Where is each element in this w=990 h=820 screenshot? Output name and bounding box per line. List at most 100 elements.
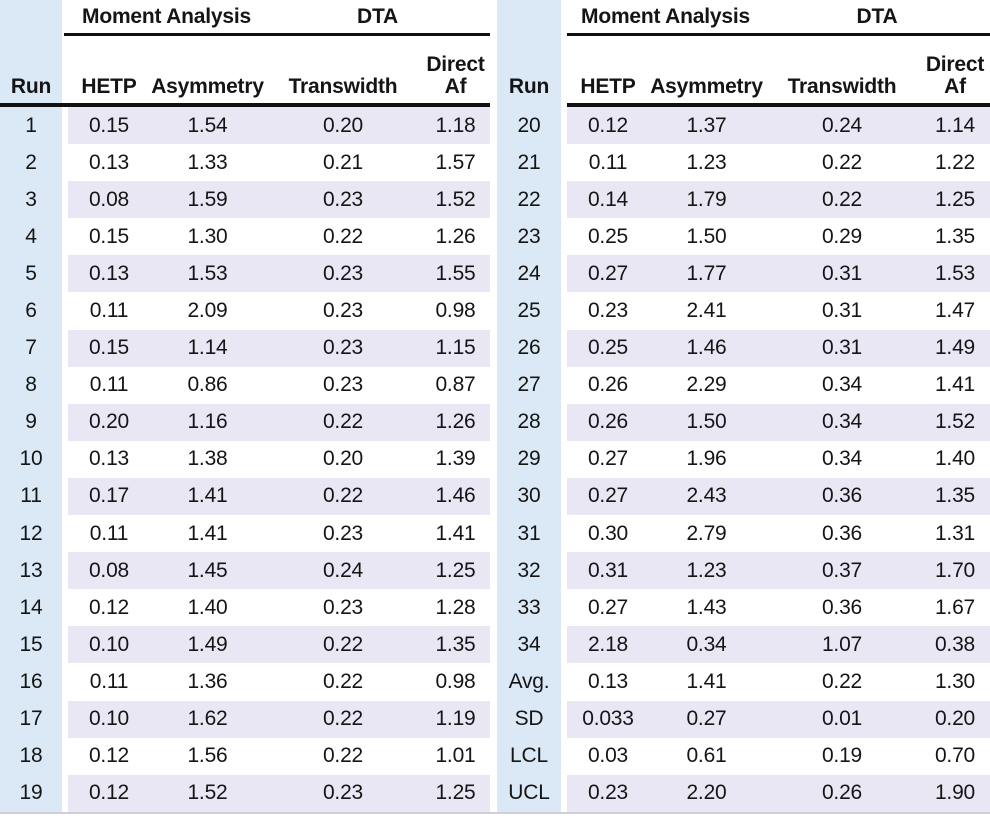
transwidth-cell: 0.22: [322, 744, 364, 768]
hetp-cell: 0.20: [68, 403, 150, 441]
transwidth-cell: 0.36: [764, 477, 920, 516]
column-header-asymmetry: Asymmetry: [151, 74, 264, 98]
direct-af-cell: 1.52: [920, 403, 990, 441]
run-label-cell: 18: [19, 744, 43, 768]
run-label-cell: 12: [19, 521, 43, 545]
table-panel-left: Moment Analysis DTA Run HETP Asymmetry T…: [0, 0, 490, 820]
asymmetry-cell: 2.43: [649, 477, 764, 516]
direct-af-cell: 0.20: [920, 700, 990, 738]
run-label-cell: 15: [19, 632, 43, 656]
run-label-cell: 21: [517, 150, 541, 174]
group-header-rule: [64, 33, 490, 36]
direct-af-cell: 1.40: [934, 447, 976, 471]
run-label-cell: 24: [517, 261, 541, 285]
run-label-cell: 8: [25, 373, 37, 397]
asymmetry-cell: 1.41: [150, 477, 265, 516]
column-header-hetp: HETP: [81, 74, 137, 98]
group-header-rule: [567, 33, 990, 36]
asymmetry-cell: 2.20: [649, 774, 764, 812]
column-header-asymmetry: Asymmetry: [650, 74, 763, 98]
table-bottom-rule: [0, 812, 990, 814]
run-column-highlight: [497, 0, 561, 812]
direct-af-cell: 1.26: [435, 224, 476, 248]
group-header-dta: DTA: [856, 4, 898, 28]
transwidth-cell: 0.23: [322, 373, 364, 397]
run-label-cell: 29: [517, 447, 541, 471]
direct-af-cell: 1.41: [934, 373, 976, 397]
direct-af-cell: 1.14: [920, 107, 990, 145]
asymmetry-cell: 1.23: [686, 150, 727, 174]
run-label-cell: SD: [514, 707, 544, 731]
asymmetry-cell: 1.50: [686, 224, 727, 248]
hetp-cell: 0.12: [88, 744, 130, 768]
column-header-row: Run HETP Asymmetry Transwidth Direct Af: [0, 36, 490, 103]
hetp-cell: 0.10: [68, 626, 150, 664]
transwidth-cell: 0.21: [322, 150, 364, 174]
direct-af-cell: 1.35: [421, 626, 490, 664]
hetp-cell: 0.26: [567, 403, 649, 441]
run-label-cell: 17: [19, 707, 43, 731]
hetp-cell: 0.08: [68, 552, 150, 590]
asymmetry-cell: 0.34: [649, 626, 764, 664]
table-row: 19 0.12 1.52 0.23 1.25: [0, 774, 490, 812]
transwidth-cell: 0.36: [821, 521, 863, 545]
run-label-cell: 34: [517, 632, 541, 656]
column-header-row: Run HETP Asymmetry Transwidth Direct Af: [497, 36, 990, 103]
hetp-cell: 0.27: [567, 477, 649, 516]
transwidth-cell: 0.22: [322, 224, 364, 248]
hetp-cell: 0.23: [587, 299, 629, 323]
direct-af-cell: 0.98: [435, 299, 476, 323]
run-label-cell: 26: [517, 336, 541, 360]
table-row: 5 0.13 1.53 0.23 1.55: [0, 255, 490, 293]
table-row: 4 0.15 1.30 0.22 1.26: [0, 218, 490, 255]
table-row: 18 0.12 1.56 0.22 1.01: [0, 738, 490, 775]
asymmetry-cell: 1.33: [187, 150, 228, 174]
transwidth-cell: 0.34: [821, 447, 863, 471]
transwidth-cell: 0.31: [764, 329, 920, 367]
column-header-direct-af-line1: Direct: [426, 52, 485, 76]
table-row: Avg. 0.13 1.41 0.22 1.30: [497, 663, 990, 700]
transwidth-cell: 1.07: [764, 626, 920, 664]
column-header-direct-af: Direct Af: [920, 52, 990, 99]
direct-af-cell: 1.19: [421, 700, 490, 738]
asymmetry-cell: 1.16: [150, 403, 265, 441]
asymmetry-cell: 1.41: [686, 669, 727, 693]
transwidth-cell: 0.22: [764, 181, 920, 219]
transwidth-cell: 0.23: [322, 299, 364, 323]
transwidth-cell: 0.23: [265, 255, 421, 293]
run-column-highlight: [0, 0, 62, 812]
asymmetry-cell: 0.61: [686, 744, 727, 768]
run-label-cell: 25: [517, 299, 541, 323]
table-row: 14 0.12 1.40 0.23 1.28: [0, 589, 490, 626]
run-label-cell: 30: [517, 484, 541, 508]
hetp-cell: 0.10: [68, 700, 150, 738]
asymmetry-cell: 2.09: [187, 299, 228, 323]
direct-af-cell: 1.55: [421, 255, 490, 293]
run-label-cell: 33: [517, 595, 541, 619]
direct-af-cell: 1.28: [435, 595, 476, 619]
direct-af-cell: 1.01: [435, 744, 476, 768]
asymmetry-cell: 1.36: [187, 669, 228, 693]
asymmetry-cell: 1.62: [150, 700, 265, 738]
asymmetry-cell: 1.56: [187, 744, 228, 768]
direct-af-cell: 1.25: [920, 181, 990, 219]
asymmetry-cell: 1.50: [649, 403, 764, 441]
table-row: UCL 0.23 2.20 0.26 1.90: [497, 774, 990, 812]
table-panel-right: Moment Analysis DTA Run HETP Asymmetry T…: [497, 0, 990, 820]
hetp-cell: 0.23: [567, 774, 649, 812]
run-label-cell: 10: [19, 447, 43, 471]
run-label-cell: 13: [19, 558, 43, 582]
asymmetry-cell: 1.49: [150, 626, 265, 664]
column-header-direct-af-line1: Direct: [925, 52, 985, 76]
transwidth-cell: 0.20: [265, 107, 421, 145]
table-row: 22 0.14 1.79 0.22 1.25: [497, 181, 990, 219]
run-label-cell: 27: [517, 373, 541, 397]
hetp-cell: 0.11: [89, 299, 129, 323]
column-header-transwidth: Transwidth: [787, 74, 897, 98]
table-row: 30 0.27 2.43 0.36 1.35: [497, 477, 990, 516]
asymmetry-cell: 1.40: [187, 595, 228, 619]
transwidth-cell: 0.37: [764, 552, 920, 590]
transwidth-cell: 0.22: [265, 700, 421, 738]
run-label-cell: 3: [25, 187, 37, 211]
